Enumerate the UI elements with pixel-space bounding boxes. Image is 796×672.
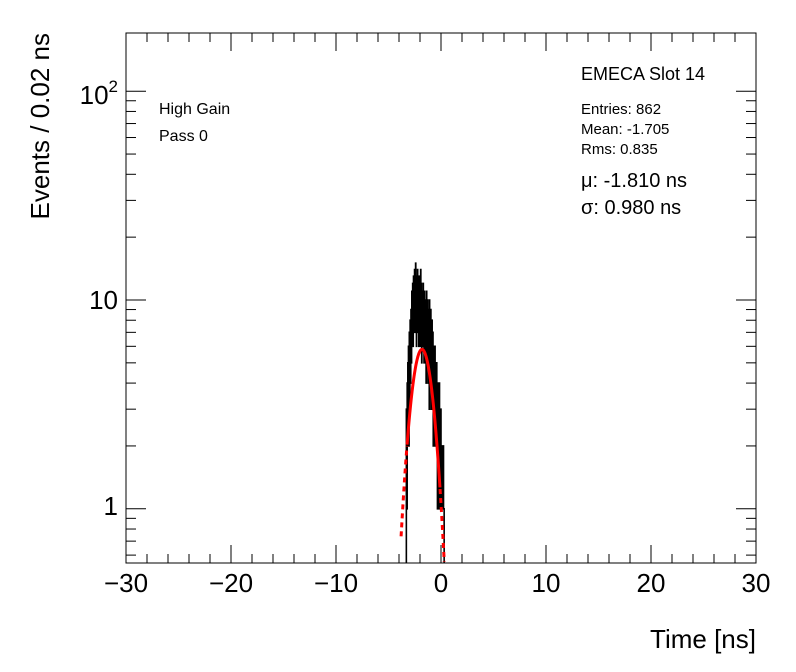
x-tick-label: 10 — [532, 568, 561, 598]
x-axis-title: Time [ns] — [650, 624, 756, 654]
fit-sigma: σ: 0.980 ns — [581, 197, 681, 219]
x-tick-label: −10 — [314, 568, 358, 598]
y-tick-label: 10 — [89, 285, 118, 315]
gain-label: High Gain — [159, 101, 230, 118]
fit-curve-tail-left — [399, 445, 409, 537]
x-tick-label: −20 — [209, 568, 253, 598]
stats-entries: Entries: 862 — [581, 101, 661, 118]
x-tick-label: −30 — [104, 568, 148, 598]
stats-rms: Rms: 0.835 — [581, 141, 658, 158]
histogram-step-line — [405, 262, 445, 563]
fit-curve-core — [405, 347, 442, 488]
gaussian-fit — [399, 347, 446, 562]
x-tick-label: 20 — [637, 568, 666, 598]
x-tick-label: 0 — [434, 568, 448, 598]
histogram-bars — [405, 262, 445, 563]
fit-mu: μ: -1.810 ns — [581, 170, 687, 192]
chart-title: EMECA Slot 14 — [581, 64, 705, 84]
x-tick-labels: −30 −20 −10 0 10 20 30 — [104, 568, 771, 598]
y-tick-label: 1 — [104, 491, 118, 521]
fit-curve-tail-right — [438, 488, 446, 562]
axis-ticks — [125, 33, 757, 563]
stats-mean: Mean: -1.705 — [581, 121, 669, 138]
pass-label: Pass 0 — [159, 128, 208, 145]
x-tick-label: 30 — [742, 568, 771, 598]
y-axis-title: Events / 0.02 ns — [25, 33, 55, 219]
